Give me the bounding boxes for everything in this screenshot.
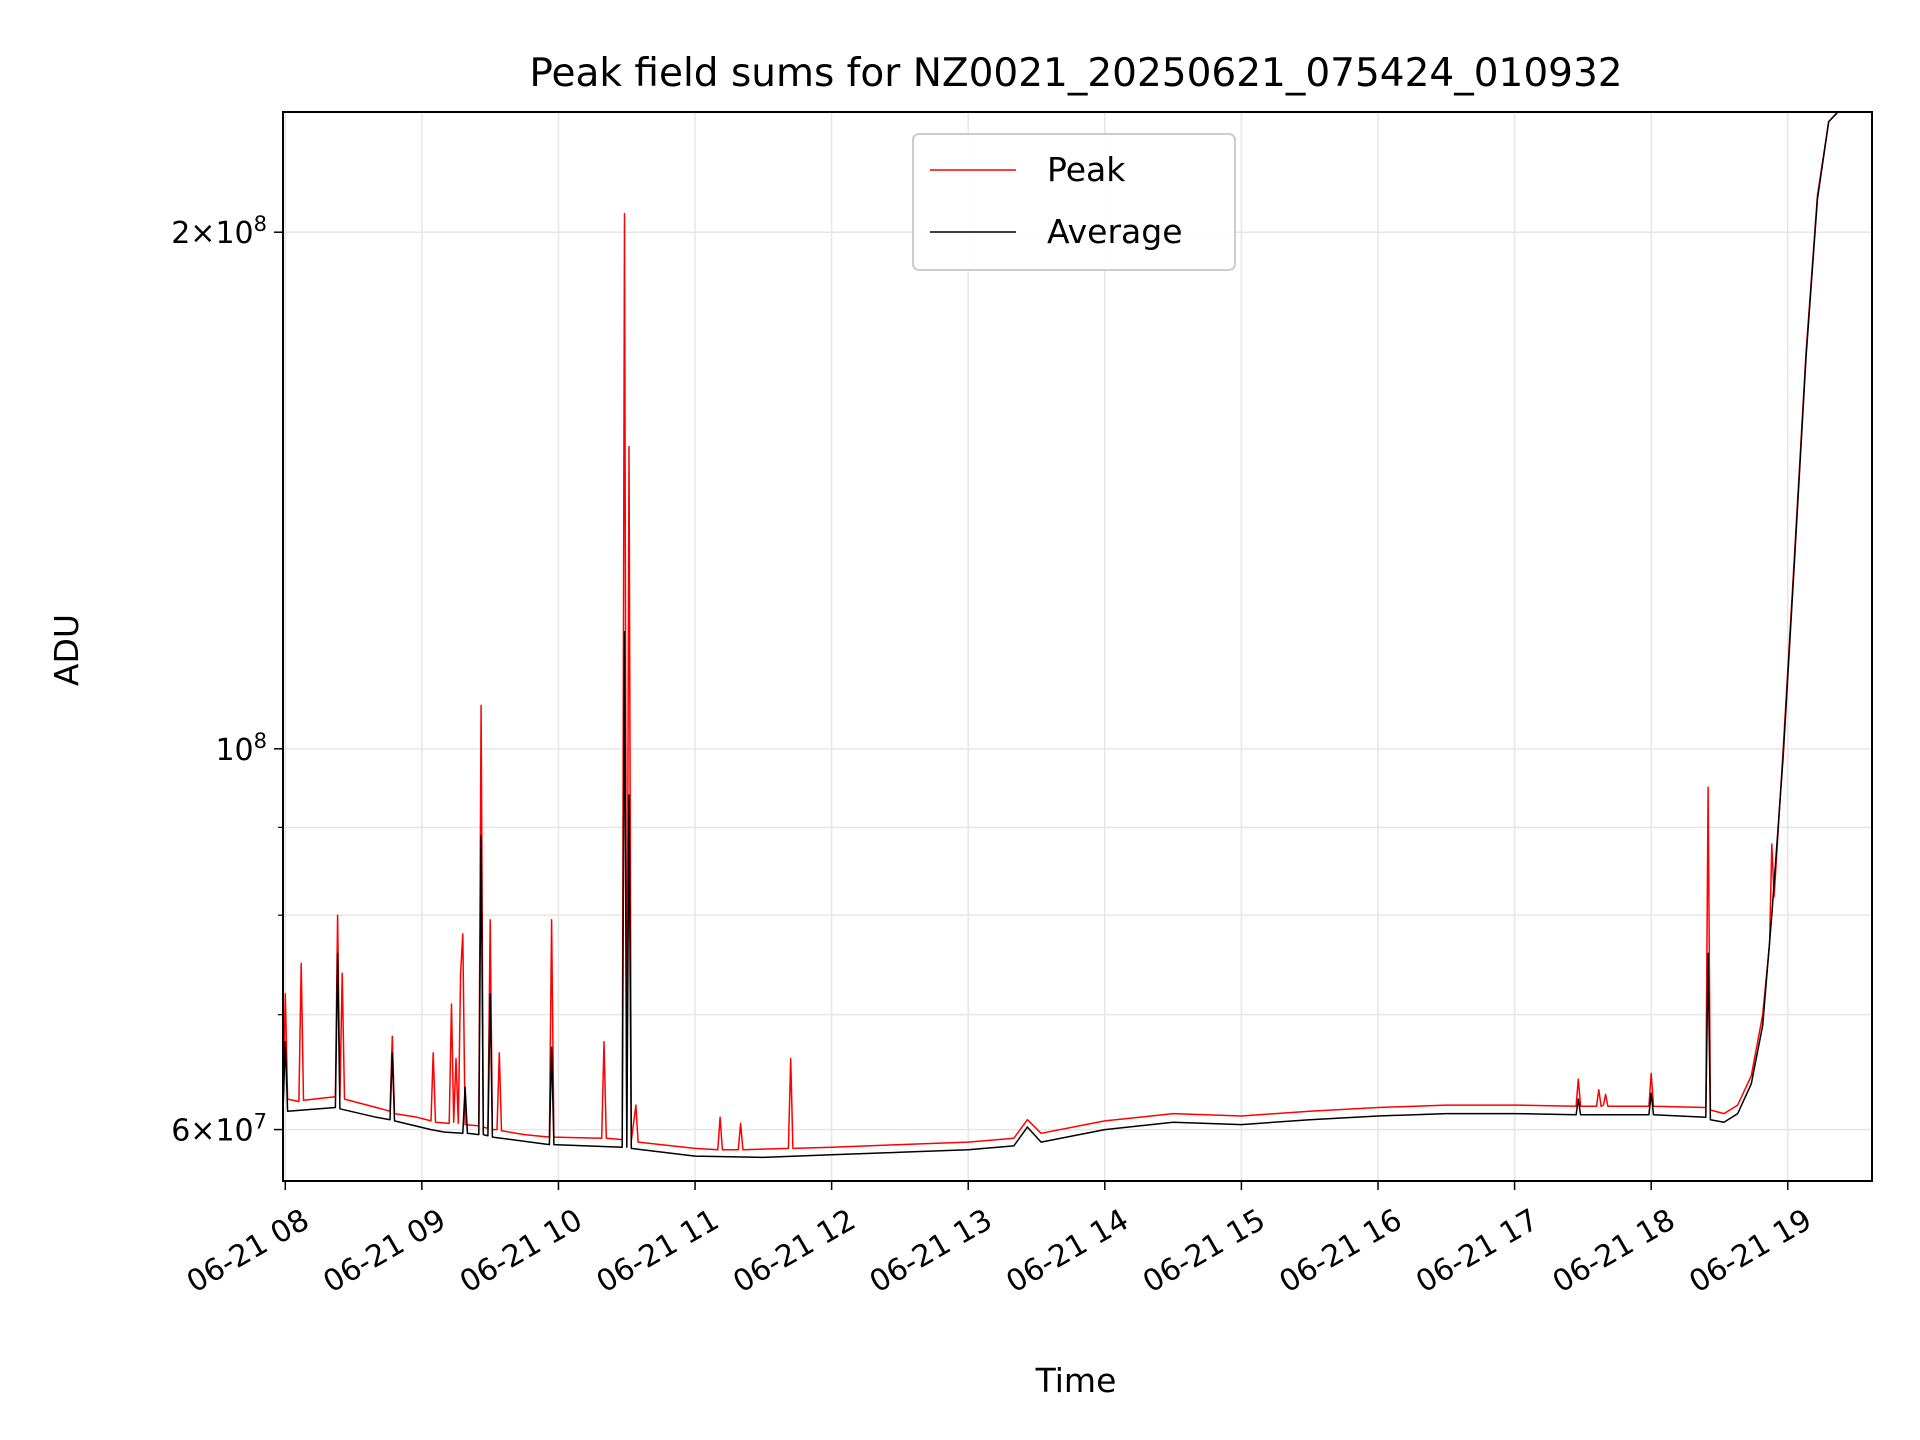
- legend-label-peak: Peak: [1047, 150, 1126, 189]
- chart-title: Peak field sums for NZ0021_20250621_0754…: [529, 51, 1622, 96]
- series-line-peak: [282, 111, 1872, 1151]
- plot-frame: [282, 111, 1873, 1182]
- legend-box: [912, 133, 1236, 271]
- x-axis-label: Time: [1035, 1361, 1117, 1400]
- plot-series: [282, 111, 1872, 1159]
- y-tick-label: 6×107: [171, 1110, 267, 1149]
- legend: Peak Average: [912, 133, 1236, 271]
- legend-label-average: Average: [1047, 212, 1183, 251]
- series-line-average: [282, 111, 1872, 1159]
- y-tick-label: 108: [215, 729, 267, 768]
- y-axis: 6×107 108 2×108: [171, 212, 283, 1149]
- grid: [283, 112, 1872, 1181]
- y-tick-label: 2×108: [171, 212, 267, 251]
- y-axis-label: ADU: [47, 614, 86, 686]
